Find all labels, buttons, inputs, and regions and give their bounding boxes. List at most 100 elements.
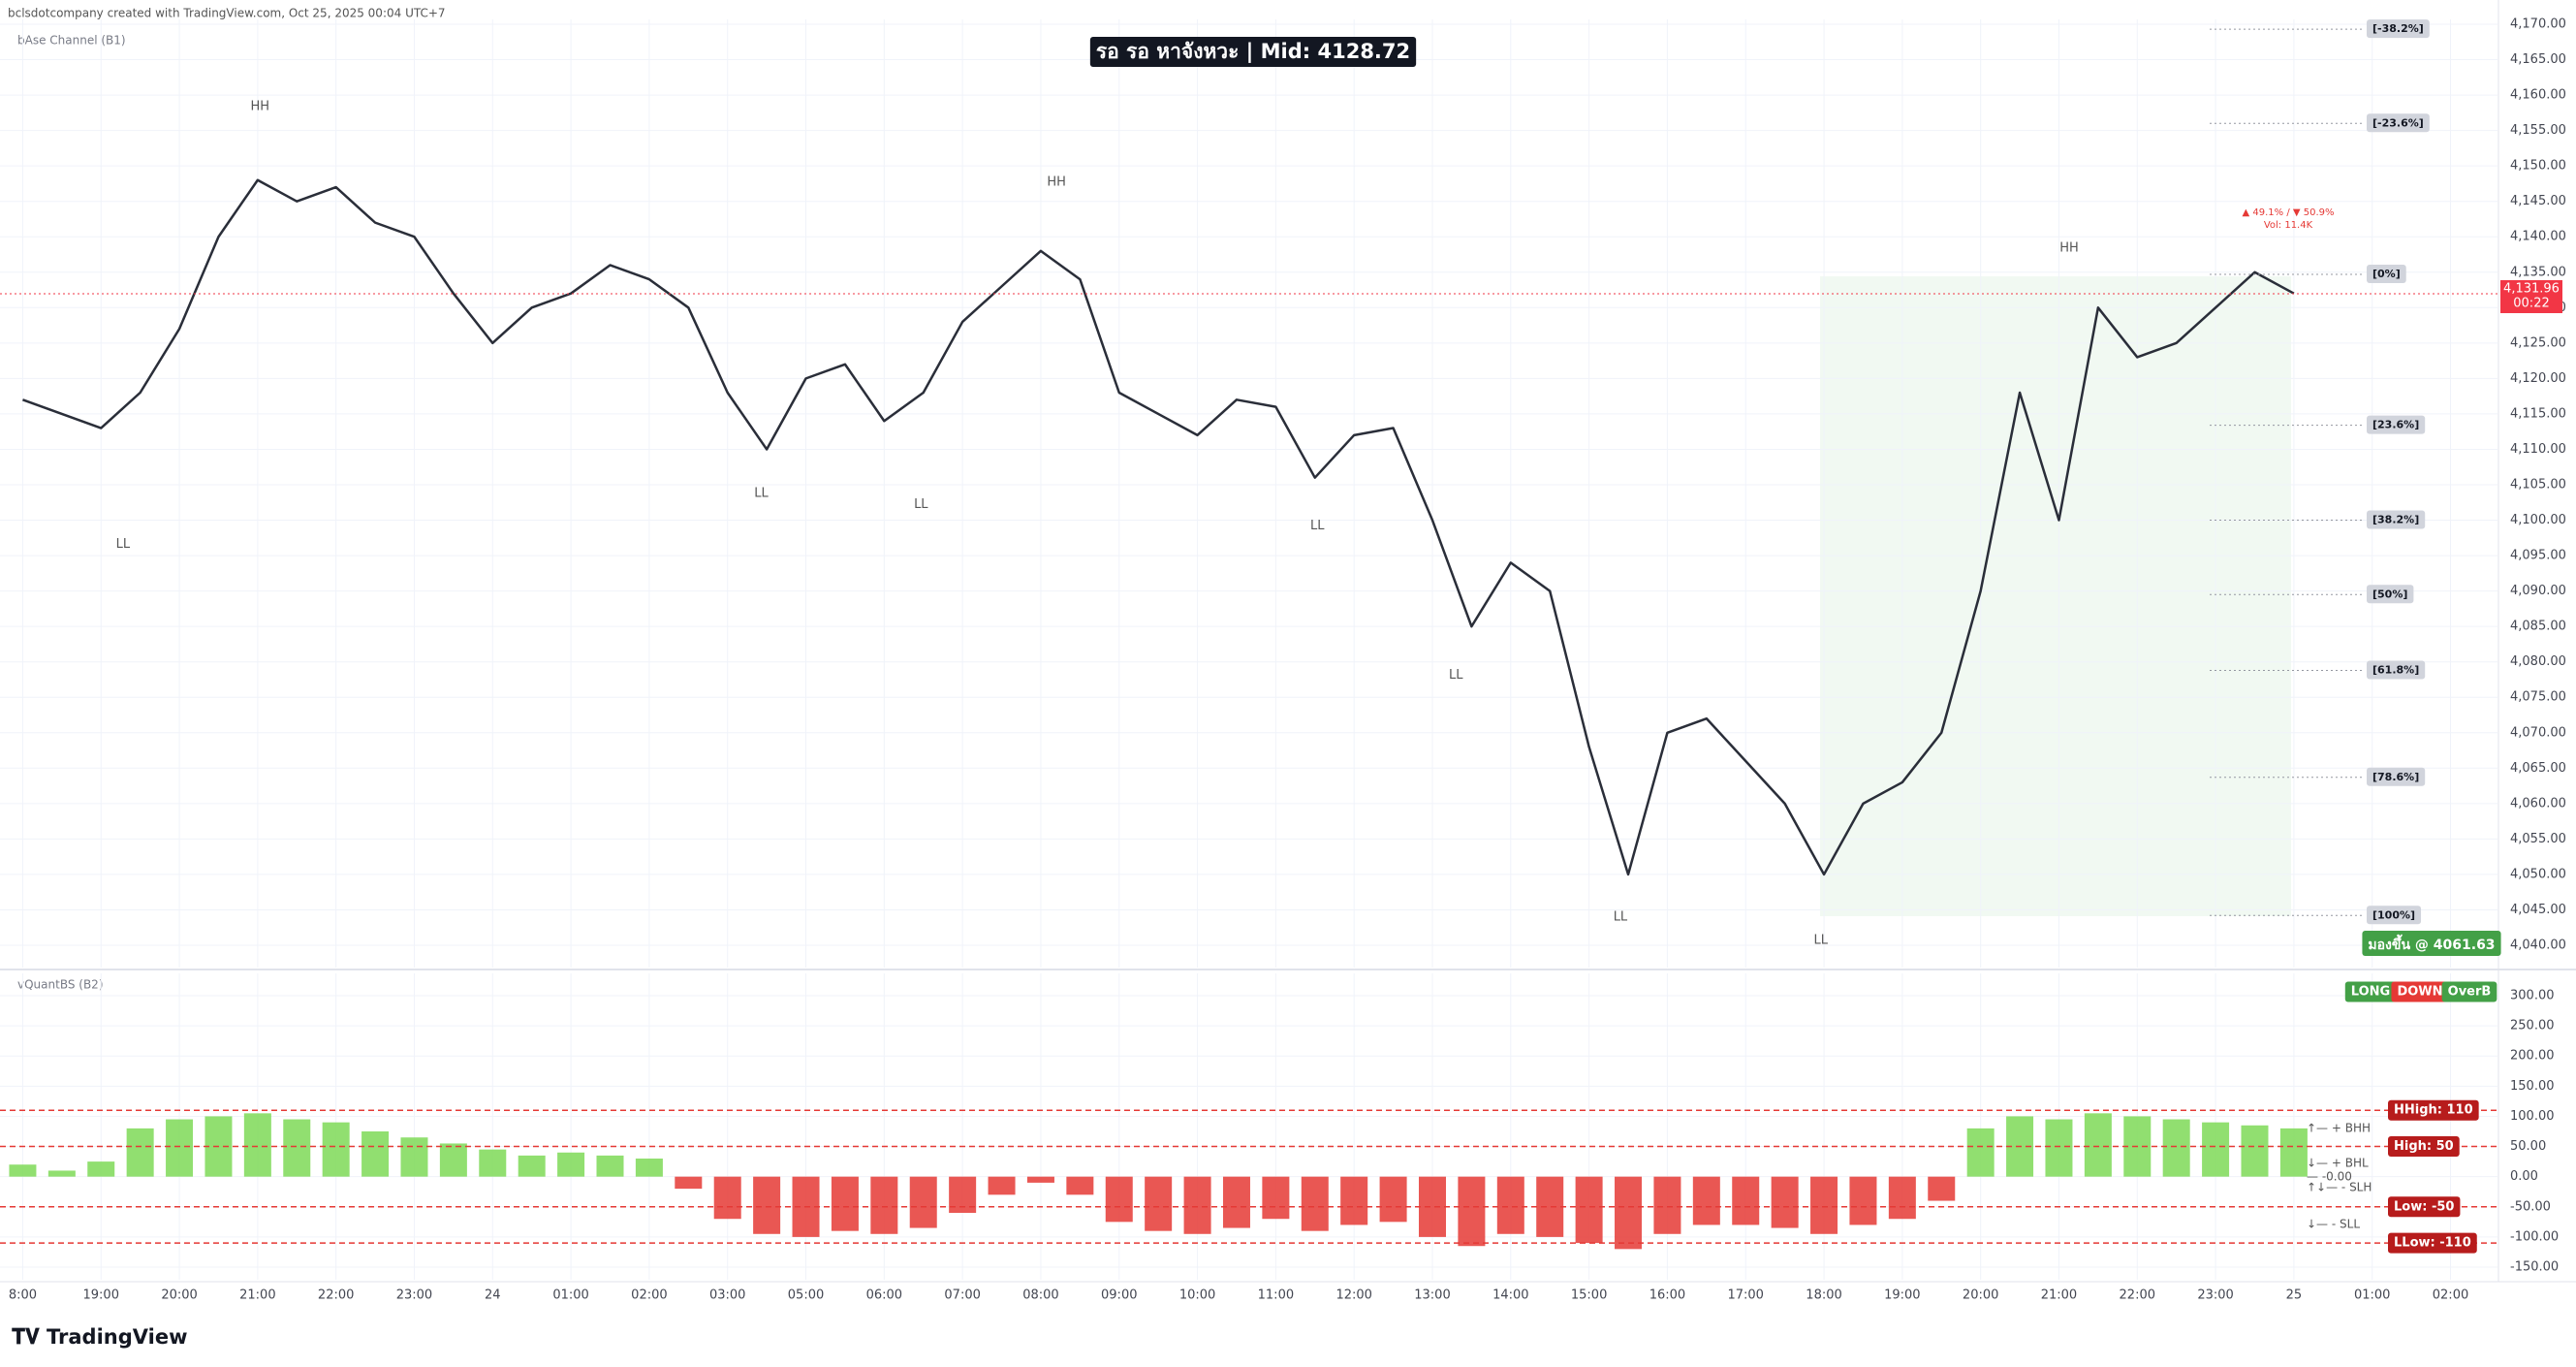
level-label: LLow: -110	[2388, 1232, 2477, 1254]
signal-box-box	[2362, 931, 2501, 956]
y-tick-label: 4,055.00	[2510, 832, 2566, 846]
y-tick-label: 4,170.00	[2510, 17, 2566, 32]
x-tick-label: 02:00	[2433, 1288, 2468, 1303]
histogram-bar	[1692, 1176, 1720, 1225]
histogram-bar	[1653, 1176, 1681, 1234]
fib-label-box	[2367, 19, 2430, 39]
level-label: Low: -50	[2388, 1196, 2461, 1218]
x-tick-label: 20:00	[161, 1288, 197, 1303]
y-tick-label: 4,140.00	[2510, 230, 2566, 244]
oscillator-note: ↓— + BHL	[2307, 1157, 2369, 1170]
x-tick-label: 13:00	[1414, 1288, 1450, 1303]
histogram-bar	[9, 1164, 37, 1177]
histogram-bar	[1340, 1176, 1368, 1225]
histogram-bar	[1066, 1176, 1094, 1195]
swing-label: HH	[1047, 175, 1066, 189]
histogram-bar	[1928, 1176, 1956, 1201]
y-tick-label: 4,100.00	[2510, 513, 2566, 527]
histogram-bar	[1222, 1176, 1250, 1228]
level-label-text: Low: -50	[2394, 1199, 2454, 1214]
y-tick-label: 4,085.00	[2510, 620, 2566, 634]
y-tick-label: 0.00	[2510, 1169, 2538, 1184]
fib-label: [-38.2%]	[2367, 19, 2430, 39]
status-button: LONG	[2344, 981, 2397, 1002]
fib-label: [78.6%]	[2367, 767, 2426, 786]
x-tick-label: 11:00	[1258, 1288, 1294, 1303]
histogram-bar	[479, 1149, 507, 1177]
level-label-box	[2388, 1196, 2461, 1218]
oscillator-note: ↑↓— - SLH	[2307, 1181, 2372, 1194]
fib-label-box	[2367, 510, 2426, 529]
fib-label-box	[2367, 113, 2430, 133]
histogram-bar	[1496, 1176, 1524, 1234]
y-tick-label: 4,120.00	[2510, 371, 2566, 386]
x-tick-label: 8:00	[9, 1288, 37, 1303]
last-price-box	[2500, 279, 2562, 313]
histogram-bar	[596, 1155, 624, 1177]
volume-note: ▲ 49.1% / ▼ 50.9%	[2243, 207, 2335, 218]
logo: 𝐓𝐕 TradingView	[12, 1325, 187, 1350]
fib-label-box	[2367, 767, 2426, 786]
histogram-bar	[2279, 1128, 2308, 1177]
histogram-bar	[1536, 1176, 1564, 1237]
level-label: HHigh: 110	[2388, 1099, 2479, 1121]
y-tick-label: 4,080.00	[2510, 654, 2566, 669]
y-tick-label: 4,045.00	[2510, 903, 2566, 917]
histogram-bar	[1026, 1176, 1054, 1183]
fib-label-box	[2367, 906, 2422, 925]
fib-label-box	[2367, 585, 2414, 604]
y-tick-label: 50.00	[2510, 1139, 2546, 1154]
signal-box-text: มองขึ้น @ 4061.63	[2368, 934, 2495, 953]
status-button: OverB	[2441, 981, 2497, 1002]
level-label-box	[2388, 1232, 2477, 1254]
x-tick-label: 16:00	[1649, 1288, 1685, 1303]
status-button-box	[2344, 981, 2397, 1002]
y-tick-label: -50.00	[2510, 1199, 2551, 1214]
histogram-bar	[831, 1176, 859, 1231]
fib-label: [0%]	[2367, 264, 2406, 283]
level-label-text: LLow: -110	[2394, 1236, 2471, 1251]
histogram-bar	[2084, 1113, 2112, 1177]
histogram-bar	[1966, 1128, 1995, 1177]
x-tick-label: 05:00	[788, 1288, 824, 1303]
fib-label-text: [78.6%]	[2372, 771, 2419, 783]
histogram-bar	[753, 1176, 781, 1234]
x-tick-label: 21:00	[239, 1288, 275, 1303]
y-tick-label: 200.00	[2510, 1049, 2555, 1064]
status-button: DOWN	[2391, 981, 2449, 1002]
y-tick-label: 4,145.00	[2510, 194, 2566, 208]
status-button-text: OverB	[2448, 985, 2492, 1000]
x-tick-label: 20:00	[1963, 1288, 1998, 1303]
histogram-bar	[1183, 1176, 1211, 1234]
y-tick-label: 100.00	[2510, 1109, 2555, 1124]
histogram-bar	[557, 1152, 585, 1177]
fib-label: [23.6%]	[2367, 415, 2426, 434]
histogram-bar	[400, 1137, 428, 1177]
histogram-bar	[126, 1128, 154, 1177]
fib-label-text: [-38.2%]	[2372, 22, 2424, 35]
histogram-bar	[1262, 1176, 1290, 1220]
y-tick-label: 4,075.00	[2510, 690, 2566, 705]
y-tick-label: 4,110.00	[2510, 442, 2566, 457]
fib-label-text: [0%]	[2372, 268, 2401, 280]
fib-label-text: [100%]	[2372, 908, 2415, 921]
x-tick-label: 23:00	[2197, 1288, 2233, 1303]
y-tick-label: 4,105.00	[2510, 478, 2566, 493]
histogram-bar	[1575, 1176, 1603, 1244]
y-tick-label: 150.00	[2510, 1079, 2555, 1094]
y-tick-label: 4,090.00	[2510, 584, 2566, 598]
countdown-label: 00:22	[2513, 296, 2549, 310]
y-tick-label: 4,125.00	[2510, 335, 2566, 350]
histogram-bar	[283, 1119, 311, 1177]
swing-label: LL	[1449, 668, 1463, 683]
histogram-bar	[635, 1159, 663, 1177]
x-tick-label: 07:00	[944, 1288, 980, 1303]
signal-box: มองขึ้น @ 4061.63	[2362, 931, 2501, 956]
histogram-bar	[1145, 1176, 1173, 1231]
x-tick-label: 18:00	[1806, 1288, 1841, 1303]
x-tick-label: 19:00	[1884, 1288, 1920, 1303]
x-tick-label: 19:00	[83, 1288, 119, 1303]
histogram-bar	[1615, 1176, 1643, 1250]
fib-label: [50%]	[2367, 585, 2414, 604]
